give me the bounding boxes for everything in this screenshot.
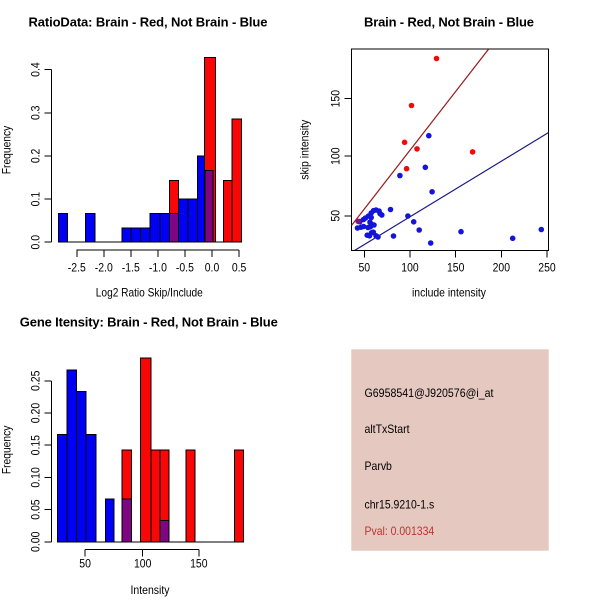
- svg-text:150: 150: [190, 556, 208, 570]
- svg-text:150: 150: [447, 261, 465, 275]
- svg-text:Log2 Ratio Skip/Include: Log2 Ratio Skip/Include: [96, 285, 203, 299]
- svg-text:0.3: 0.3: [29, 105, 43, 120]
- svg-text:-1.5: -1.5: [122, 261, 140, 275]
- svg-text:0.15: 0.15: [29, 435, 43, 456]
- svg-text:RatioData: Brain - Red, Not Br: RatioData: Brain - Red, Not Brain - Blue: [29, 15, 268, 30]
- svg-text:0.25: 0.25: [29, 370, 43, 391]
- svg-text:G6958541@J920576@i_at: G6958541@J920576@i_at: [365, 386, 495, 400]
- svg-text:0.4: 0.4: [29, 62, 43, 77]
- svg-text:50: 50: [329, 210, 343, 222]
- svg-text:Brain - Red, Not Brain - Blue: Brain - Red, Not Brain - Blue: [364, 15, 534, 30]
- svg-text:100: 100: [134, 556, 152, 570]
- svg-text:Intensity: Intensity: [131, 583, 170, 597]
- svg-text:-2.5: -2.5: [68, 261, 86, 275]
- svg-text:0.10: 0.10: [29, 467, 43, 488]
- svg-text:150: 150: [329, 90, 343, 108]
- svg-text:100: 100: [401, 261, 419, 275]
- svg-text:Frequency: Frequency: [0, 126, 14, 175]
- svg-text:0.05: 0.05: [29, 499, 43, 520]
- svg-text:-0.5: -0.5: [176, 261, 194, 275]
- svg-text:altTxStart: altTxStart: [365, 422, 411, 436]
- svg-text:Frequency: Frequency: [0, 426, 14, 475]
- svg-text:50: 50: [79, 556, 91, 570]
- svg-text:250: 250: [538, 261, 556, 275]
- svg-text:Gene Itensity: Brain - Red, No: Gene Itensity: Brain - Red, Not Brain - …: [20, 315, 278, 330]
- svg-text:100: 100: [329, 147, 343, 165]
- svg-text:-1.0: -1.0: [149, 261, 167, 275]
- svg-text:0.0: 0.0: [205, 261, 220, 275]
- svg-text:-2.0: -2.0: [95, 261, 113, 275]
- svg-text:skip intensity: skip intensity: [298, 120, 312, 180]
- svg-text:Pval: 0.001334: Pval: 0.001334: [365, 524, 435, 538]
- svg-text:Parvb: Parvb: [365, 459, 393, 473]
- svg-text:include intensity: include intensity: [412, 285, 486, 299]
- svg-text:0.20: 0.20: [29, 403, 43, 424]
- svg-text:200: 200: [493, 261, 511, 275]
- svg-text:chr15.9210-1.s: chr15.9210-1.s: [365, 498, 435, 512]
- svg-text:0.0: 0.0: [29, 235, 43, 250]
- svg-text:0.2: 0.2: [29, 148, 43, 163]
- svg-text:0.00: 0.00: [29, 531, 43, 552]
- svg-text:0.5: 0.5: [232, 261, 247, 275]
- svg-text:0.1: 0.1: [29, 192, 43, 207]
- svg-text:50: 50: [358, 261, 370, 275]
